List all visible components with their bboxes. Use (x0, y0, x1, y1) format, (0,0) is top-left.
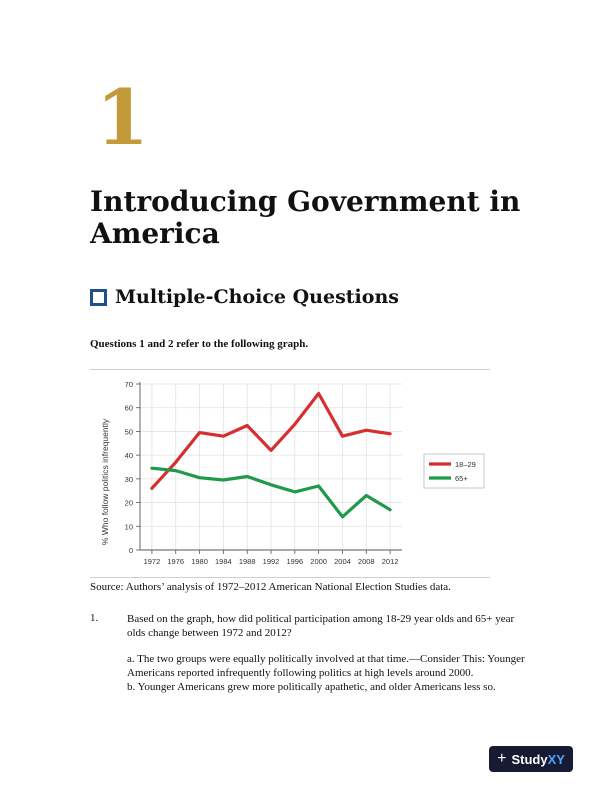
x-tick-label: 1996 (286, 557, 303, 566)
chapter-number: 1 (96, 73, 149, 162)
divider-top (90, 369, 490, 370)
chart-grid (140, 383, 402, 550)
y-tick-label: 40 (125, 451, 133, 460)
y-tick-label: 50 (125, 427, 133, 436)
badge-text-white: Study (511, 751, 548, 767)
question-number: 1. (90, 612, 99, 624)
series-line-0 (150, 391, 392, 490)
x-tick-label: 1976 (167, 557, 184, 566)
y-tick-label: 60 (125, 404, 133, 413)
x-tick-label: 2012 (382, 557, 399, 566)
plus-icon: + (497, 750, 507, 767)
y-tick-label: 30 (125, 475, 133, 484)
x-tick-label: 1984 (215, 557, 232, 566)
x-tick-label: 1972 (144, 557, 161, 566)
series-lines (150, 391, 392, 519)
x-tick-label: 2008 (358, 557, 375, 566)
chart-legend: 18–29 65+ (423, 453, 485, 489)
x-tick-label: 2000 (310, 557, 327, 566)
y-tick-label: 0 (129, 546, 133, 555)
x-tick-label: 2004 (334, 557, 351, 566)
studyxy-badge[interactable]: + StudyXY (489, 746, 573, 772)
x-tick-labels: 1972 1976 1980 1984 1988 1992 1996 2000 2004 2008… (144, 557, 399, 566)
chart-axes (136, 382, 402, 554)
section-title: Multiple-Choice Questions (115, 286, 399, 308)
y-axis-label: % Who follow politics infrequently (100, 418, 110, 545)
divider-bottom (90, 577, 490, 578)
badge-text-blue: XY (547, 751, 565, 767)
section-heading: Multiple-Choice Questions (90, 286, 399, 308)
legend-label: 18–29 (455, 460, 476, 469)
question-text: Based on the graph, how did political pa… (127, 613, 515, 639)
line-chart: 0 10 20 30 40 50 60 70 1972 1976 1980 1984 1988 1992… (100, 380, 485, 566)
source-note: Source: Authors’ analysis of 1972–2012 A… (90, 581, 451, 593)
y-tick-label: 10 (125, 522, 133, 531)
square-bullet-icon (90, 288, 107, 306)
y-tick-label: 20 (125, 499, 133, 508)
intro-text: Questions 1 and 2 refer to the following… (90, 338, 309, 350)
answer-choices: a. The two groups were equally political… (127, 652, 537, 694)
choice-b: b. Younger Americans grew more political… (127, 681, 496, 693)
y-tick-labels: 0 10 20 30 40 50 60 70 (125, 380, 133, 555)
y-tick-label: 70 (125, 380, 133, 389)
legend-box (423, 453, 485, 489)
chapter-title: Introducing Government in America (90, 185, 521, 250)
choice-a: a. The two groups were equally political… (127, 653, 525, 679)
series-line-1 (150, 466, 392, 519)
x-tick-label: 1992 (263, 557, 280, 566)
x-tick-label: 1980 (191, 557, 208, 566)
legend-label: 65+ (455, 474, 468, 483)
x-tick-label: 1988 (239, 557, 256, 566)
